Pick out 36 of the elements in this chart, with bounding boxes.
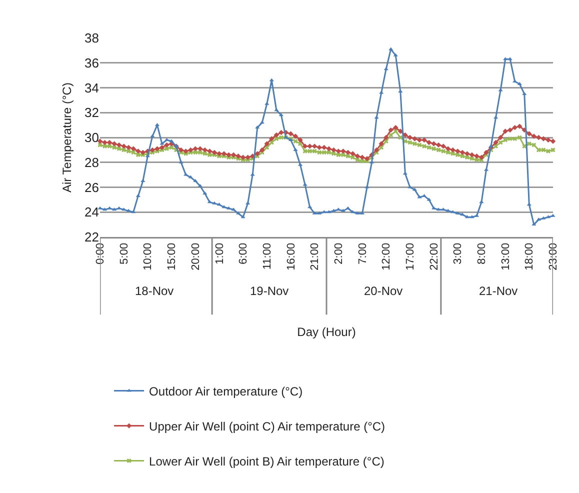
x-tick-label: 22:00	[428, 242, 440, 270]
y-tick-label: 32	[84, 105, 99, 120]
x-tick-label: 11:00	[261, 242, 274, 270]
x-tick-label: 20:00	[190, 242, 202, 270]
y-tick-label: 38	[84, 30, 99, 46]
text: 21-Nov	[479, 284, 518, 298]
x-tick-label: 10:00	[142, 242, 154, 270]
y-axis-title: Air Temperature (°C)	[60, 82, 74, 192]
y-tick-label: 22	[84, 230, 99, 245]
legend-label: Upper Air Well (point C) Air temperature (°C)	[149, 419, 386, 434]
x-tick-label: 1:00	[214, 242, 226, 264]
legend-label: Outdoor Air temperature (°C)	[149, 384, 303, 398]
x-tick-label: 15:00	[166, 242, 178, 270]
x-tick-label: 3:00	[452, 242, 464, 264]
text: 20-Nov	[364, 284, 403, 298]
y-tick-label: 24	[84, 204, 99, 220]
text: 18-Nov	[135, 284, 174, 298]
y-tick-label: 34	[84, 80, 99, 96]
x-tick-label: 6:00	[238, 242, 250, 264]
x-tick-label: 21:00	[309, 242, 322, 270]
x-tick-label: 8:00	[476, 242, 488, 264]
x-tick-label: 18:00	[524, 242, 536, 270]
y-tick-label: 36	[84, 55, 99, 70]
x-tick-label: 17:00	[404, 242, 417, 270]
x-tick-label: 5:00	[118, 242, 130, 264]
x-tick-label: 7:00	[356, 242, 369, 264]
x-tick-label: 13:00	[500, 242, 512, 270]
legend-label: Lower Air Well (point B) Air temperature (°C)	[149, 454, 384, 468]
text: 19-Nov	[250, 284, 289, 298]
x-axis-title: Day (Hour)	[297, 325, 356, 340]
y-tick-label: 28	[84, 154, 99, 170]
x-tick-label: 2:00	[332, 242, 345, 264]
y-tick-label: 26	[84, 180, 99, 195]
y-tick-label: 30	[84, 130, 99, 146]
x-tick-label: 16:00	[285, 242, 298, 270]
x-tick-label: 12:00	[380, 242, 393, 270]
